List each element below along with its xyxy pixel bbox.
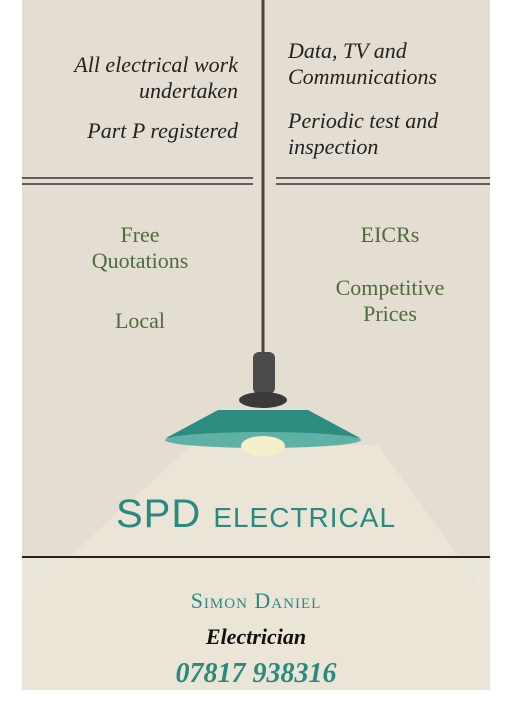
lamp-cap [239,392,287,408]
phone: 07817 938316 [22,658,490,690]
flyer: All electrical work undertaken Part P re… [22,0,490,690]
service: Data, TV and Communications [288,38,488,90]
service: All electrical work undertaken [38,52,238,104]
service: Periodic test and inspection [288,108,478,160]
page: All electrical work undertaken Part P re… [0,0,512,712]
light-beam [22,445,490,690]
contact-role: Electrician [22,624,490,650]
benefit: Competitive Prices [315,275,465,327]
benefit: Free Quotations [80,222,200,274]
service: Part P registered [38,118,238,144]
contact-name: Simon Daniel [22,588,490,614]
bulb [241,436,285,456]
benefit: EICRs [315,222,465,248]
company-name: SPD electrical [22,490,490,538]
lamp-socket [253,352,275,394]
benefit: Local [80,308,200,334]
